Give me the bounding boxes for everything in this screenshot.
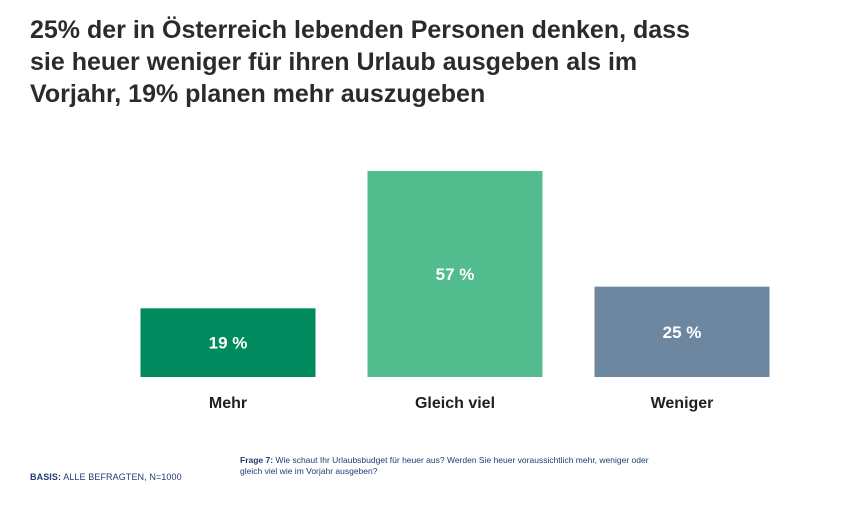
category-label: Weniger [651,395,714,412]
bar-gleich-viel [367,171,543,377]
value-label: 19 % [209,334,248,353]
basis-text: ALLE BEFRAGTEN, N=1000 [63,472,182,482]
category-label: Gleich viel [415,395,495,412]
title-line-3: Vorjahr, 19% planen mehr auszugeben [30,80,486,108]
category-label: Mehr [209,395,247,412]
title-line-2: sie heuer weniger für ihren Urlaub ausge… [30,48,638,76]
title-line-1: 25% der in Österreich lebenden Personen … [30,16,690,44]
bar-mehr [140,308,316,377]
question-text: Wie schaut Ihr Urlaubsbudget für heuer a… [240,455,649,476]
basis-label: BASIS: [30,472,62,482]
bar-weniger [594,286,770,377]
value-label: 57 % [436,265,475,284]
basis-note: BASIS: ALLE BEFRAGTEN, N=1000 [30,472,182,482]
question-label: Frage 7: [240,455,274,465]
value-label: 25 % [663,323,702,342]
question-note: Frage 7: Wie schaut Ihr Urlaubsbudget fü… [240,455,660,477]
chart-title: 25% der in Österreich lebenden Personen … [30,14,830,110]
